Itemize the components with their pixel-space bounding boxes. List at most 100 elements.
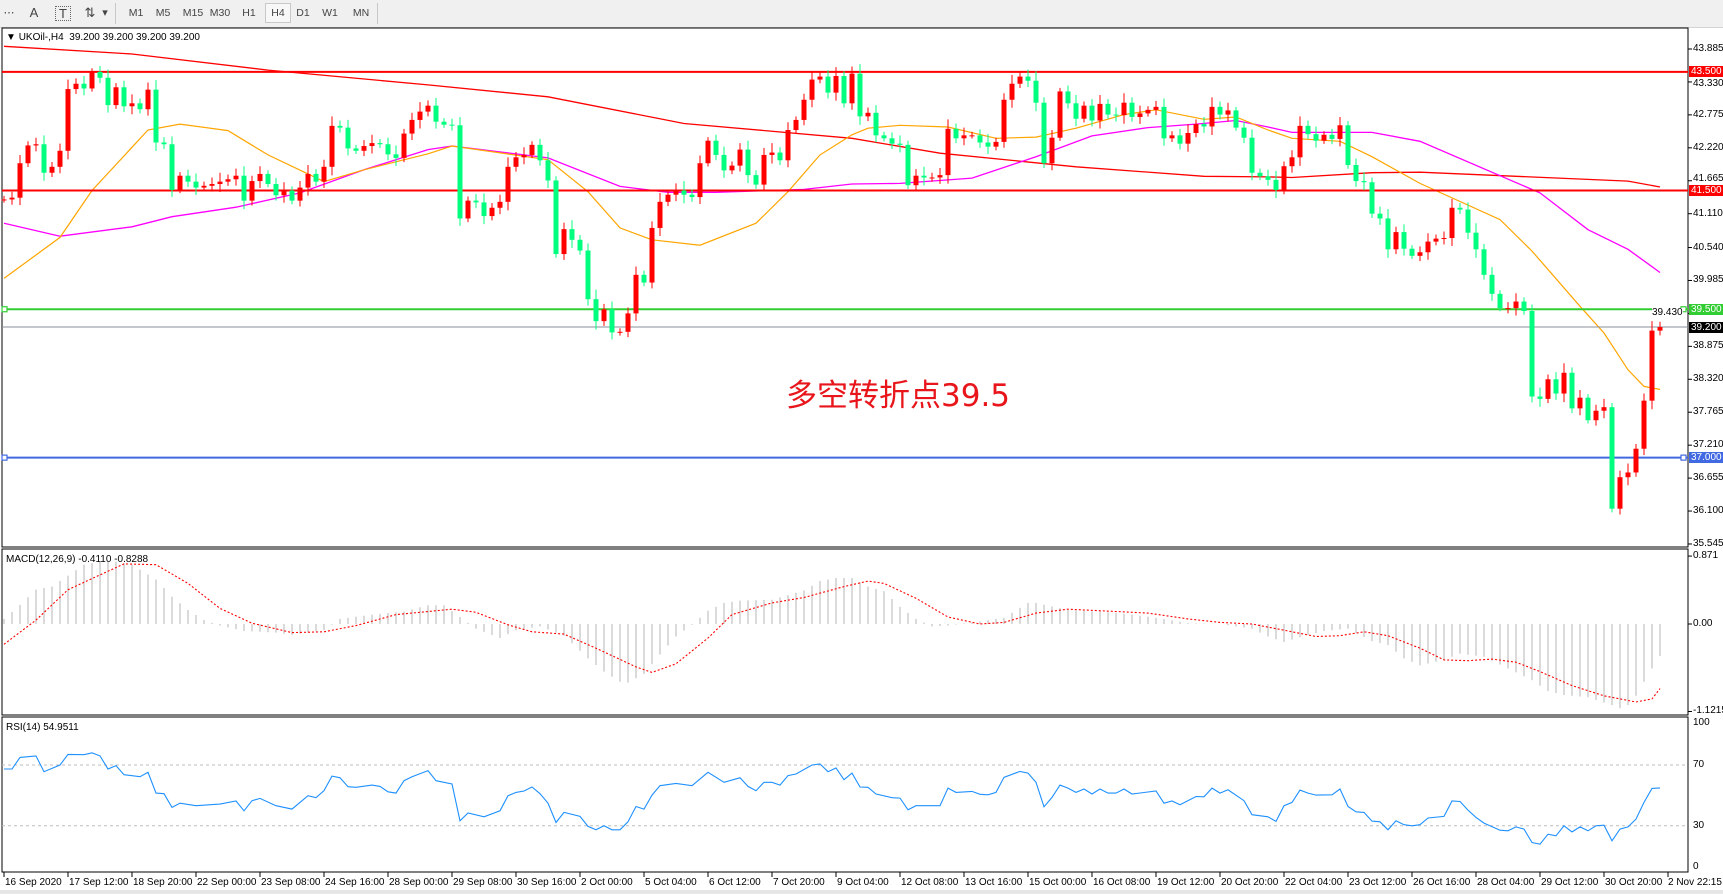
candle-body: [1025, 76, 1031, 81]
candle: [113, 83, 119, 109]
candle: [1225, 102, 1231, 122]
collapse-triangle-icon[interactable]: ▼: [6, 32, 16, 43]
candle: [449, 118, 455, 131]
price-label-39.200: 39.200: [1689, 321, 1723, 333]
candle-body: [1017, 76, 1023, 84]
candle: [1369, 177, 1375, 218]
candle-body: [1473, 232, 1479, 250]
candle: [1145, 106, 1151, 117]
price-tick-label: 36.655: [1693, 472, 1723, 484]
price-tick-label: 38.875: [1693, 340, 1723, 352]
candle: [921, 166, 927, 186]
rsi-panel: [1, 716, 1689, 873]
candle-body: [417, 111, 423, 120]
toolbar-separator: [115, 3, 116, 24]
candle: [385, 137, 391, 161]
price-tick-label: 41.665: [1693, 172, 1723, 184]
time-tick-label: 17 Sep 12:00: [69, 877, 129, 888]
candle-body: [1001, 99, 1007, 142]
candle: [1521, 297, 1527, 315]
candle-body: [1049, 137, 1055, 164]
candle: [169, 136, 175, 197]
price-label-37.000: 37.000: [1689, 452, 1723, 464]
time-tick-label: 16 Oct 08:00: [1093, 877, 1151, 888]
candle-body: [369, 143, 375, 147]
candle-body: [521, 154, 527, 158]
candle-body: [1345, 125, 1351, 166]
candle: [257, 166, 263, 188]
candle-body: [177, 175, 183, 190]
timeframe-m30[interactable]: M30: [209, 7, 231, 19]
candle: [1321, 131, 1327, 144]
candle-body: [281, 190, 287, 196]
candle: [89, 68, 95, 92]
candle-body: [449, 124, 455, 126]
candle: [137, 98, 143, 114]
timeframe-m15[interactable]: M15: [182, 7, 204, 19]
timeframe-h4[interactable]: H4: [265, 3, 291, 23]
time-tick-label: 23 Oct 12:00: [1349, 877, 1407, 888]
candle-body: [817, 76, 823, 80]
candle: [769, 143, 775, 164]
candle-body: [113, 87, 119, 106]
candle: [1545, 374, 1551, 404]
candle-body: [1089, 105, 1095, 121]
timeframe-m5[interactable]: M5: [155, 7, 171, 19]
candle: [929, 172, 935, 182]
candle: [817, 72, 823, 84]
candle-body: [481, 202, 487, 217]
candle-body: [345, 127, 351, 149]
candle: [249, 175, 255, 206]
candle-body: [545, 160, 551, 181]
timeframe-mn[interactable]: MN: [352, 7, 370, 19]
candle-body: [809, 79, 815, 100]
ma-mid-line: [3, 119, 1661, 274]
candle: [585, 243, 591, 306]
candle: [641, 270, 647, 287]
candle-body: [945, 128, 951, 176]
candle: [473, 194, 479, 209]
timeframe-m1[interactable]: M1: [128, 7, 144, 19]
candle: [1305, 120, 1311, 139]
text-icon[interactable]: A: [29, 5, 39, 20]
timeframe-h1[interactable]: H1: [242, 7, 256, 19]
candle-body: [193, 181, 199, 188]
candle-body: [1081, 105, 1087, 119]
candle-body: [1513, 301, 1519, 309]
timeframe-d1[interactable]: D1: [296, 7, 310, 19]
candle-body: [745, 149, 751, 176]
timeframe-w1[interactable]: W1: [322, 7, 338, 19]
candle-body: [1641, 400, 1647, 449]
text-label-icon[interactable]: T: [55, 6, 71, 21]
candle-body: [153, 89, 159, 143]
candle: [161, 137, 167, 150]
candle-body: [697, 163, 703, 198]
candle-body: [1281, 166, 1287, 190]
candle: [1353, 158, 1359, 187]
candle: [857, 64, 863, 125]
candle: [193, 173, 199, 196]
candle-body: [1497, 293, 1503, 309]
macd-tick-label: -1.1215: [1693, 705, 1723, 717]
candle: [1025, 69, 1031, 88]
candle: [889, 132, 895, 150]
candle: [273, 178, 279, 201]
candle-body: [1, 199, 7, 201]
candle: [1465, 202, 1471, 240]
price-tick-label: 39.430: [1652, 307, 1683, 319]
candle-body: [569, 229, 575, 240]
properties-icon[interactable]: ⋯: [3, 7, 15, 19]
candle-body: [577, 239, 583, 251]
candle-body: [729, 165, 735, 171]
candle-body: [777, 152, 783, 161]
candle: [1457, 203, 1463, 214]
main-panel: [1, 27, 1689, 548]
dropdown-icon[interactable]: ▾: [102, 7, 108, 19]
level-handle-left: [1, 454, 8, 461]
arrows-icon[interactable]: ⇅: [84, 5, 96, 20]
candle-body: [209, 184, 215, 186]
candle: [1617, 470, 1623, 515]
time-tick-label: 9 Oct 04:00: [837, 877, 889, 888]
candle-body: [105, 77, 111, 106]
